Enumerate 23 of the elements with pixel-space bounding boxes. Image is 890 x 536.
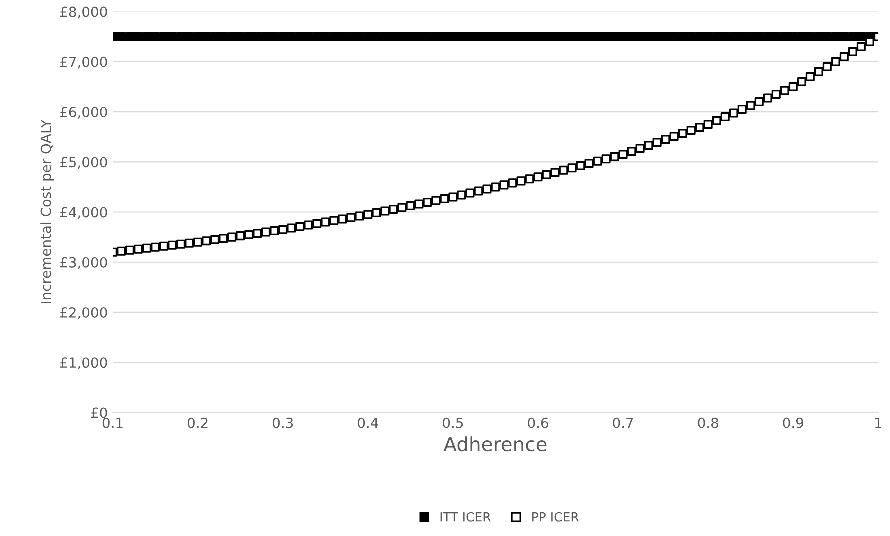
x-tick-label: 0.6 (528, 418, 548, 428)
x-tick-label: 0.4 (358, 418, 378, 428)
x-axis-title: Adherence (444, 436, 547, 452)
y-tick-label: £5,000 (60, 157, 108, 170)
x-tick-label: 0.8 (698, 418, 718, 428)
x-tick-label: 0.5 (443, 418, 464, 428)
y-tick-label: £3,000 (60, 257, 108, 270)
y-tick-label: £7,000 (60, 56, 108, 69)
y-tick-label: £2,000 (60, 307, 108, 320)
y-tick-label: £0 (91, 408, 108, 418)
x-tick-label: 0.2 (188, 418, 208, 428)
y-tick-label: £8,000 (60, 6, 108, 19)
y-axis-title: Incremental Cost per QALY (40, 120, 54, 304)
x-tick-label: 0.7 (613, 418, 634, 428)
x-tick-label: 0.1 (102, 418, 123, 428)
x-tick-label: 0.3 (272, 418, 294, 428)
x-tick-label: 1 (876, 418, 882, 428)
legend-label: ITT ICER (440, 512, 491, 522)
y-tick-label: £4,000 (60, 207, 108, 220)
legend-label: PP ICER (532, 512, 579, 522)
x-tick-label: 0.9 (783, 418, 804, 428)
y-tick-label: £1,000 (60, 358, 108, 370)
y-tick-label: £6,000 (60, 106, 108, 119)
